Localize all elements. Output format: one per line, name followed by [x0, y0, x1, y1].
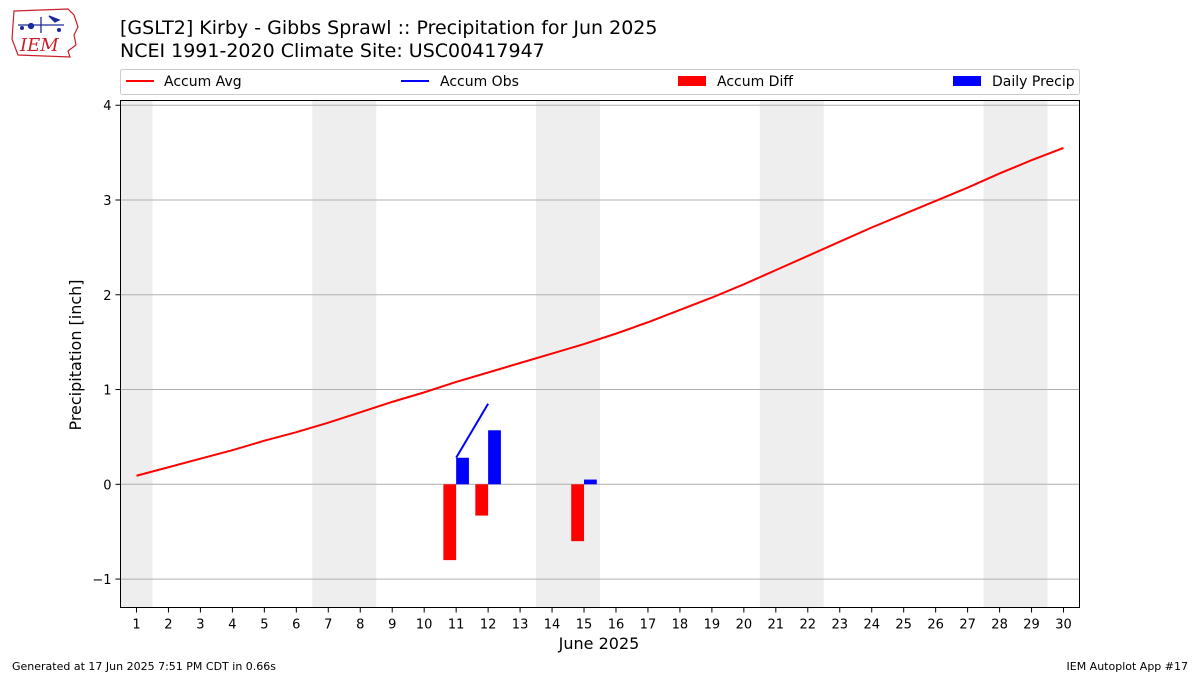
- chart-title: [GSLT2] Kirby - Gibbs Sprawl :: Precipit…: [120, 17, 658, 39]
- legend: Accum Avg Accum Obs Accum Diff Daily Pre…: [120, 69, 1080, 95]
- footer-generated: Generated at 17 Jun 2025 7:51 PM CDT in …: [12, 660, 277, 673]
- weekend-band: [536, 100, 600, 608]
- x-tick-label: 24: [863, 618, 880, 633]
- legend-label-daily-precip: Daily Precip: [992, 74, 1075, 90]
- y-tick-label: 0: [103, 478, 111, 493]
- x-tick-label: 20: [736, 618, 753, 633]
- x-tick-label: 30: [1055, 618, 1072, 633]
- x-tick-label: 14: [544, 618, 561, 633]
- iowa-outline-icon: [11, 8, 79, 58]
- x-tick-label: 10: [416, 618, 433, 633]
- daily-precip-bar: [488, 430, 501, 485]
- y-axis-label: Precipitation [inch]: [66, 279, 85, 430]
- accum-obs-line: [455, 403, 489, 459]
- legend-swatch-daily-precip: [953, 76, 981, 86]
- x-tick-label: 12: [480, 618, 497, 633]
- x-tick-label: 5: [260, 618, 268, 633]
- legend-swatch-accum-diff: [678, 76, 706, 86]
- legend-label-accum-avg: Accum Avg: [164, 74, 242, 90]
- daily-precip-bar: [456, 457, 469, 485]
- x-tick-label: 11: [448, 618, 465, 633]
- x-tick-label: 2: [164, 618, 172, 633]
- line-marks: [136, 146, 1064, 477]
- y-tick-label: −1: [92, 573, 111, 588]
- accum-diff-bar: [475, 484, 489, 516]
- bar-marks: [443, 430, 597, 561]
- x-tick-label: 21: [768, 618, 785, 633]
- iem-logo: IEM: [11, 8, 79, 58]
- weekend-band: [983, 100, 1048, 608]
- x-tick-label: 3: [196, 618, 204, 633]
- x-tick-label: 23: [831, 618, 848, 633]
- daily-precip-bar: [584, 479, 597, 485]
- x-tick-label: 25: [895, 618, 912, 633]
- x-axis-label: June 2025: [558, 634, 640, 653]
- x-tick-label: 15: [576, 618, 593, 633]
- weekend-band: [759, 100, 824, 608]
- x-tick-label: 6: [292, 618, 300, 633]
- weather-station-icon: [18, 15, 64, 33]
- accum-diff-bar: [571, 484, 585, 542]
- x-tick-label: 7: [324, 618, 332, 633]
- x-tick-label: 9: [388, 618, 396, 633]
- accum-diff-bar: [443, 484, 457, 561]
- x-tick-label: 22: [800, 618, 817, 633]
- x-tick-label: 27: [959, 618, 976, 633]
- accum-avg-line: [136, 146, 1064, 477]
- x-tick-label: 4: [228, 618, 236, 633]
- weekend-bands: [120, 100, 1048, 608]
- x-tick-label: 28: [991, 618, 1008, 633]
- legend-box: [120, 69, 1080, 95]
- x-tick-label: 17: [640, 618, 657, 633]
- x-tick-label: 18: [672, 618, 689, 633]
- x-tick-label: 13: [512, 618, 529, 633]
- plot-frame: [120, 100, 1080, 608]
- x-tick-label: 1: [132, 618, 140, 633]
- legend-label-accum-diff: Accum Diff: [717, 74, 793, 90]
- legend-label-accum-obs: Accum Obs: [440, 74, 519, 90]
- chart-subtitle: NCEI 1991-2020 Climate Site: USC00417947: [120, 40, 545, 62]
- footer-app: IEM Autoplot App #17: [1066, 660, 1189, 673]
- y-tick-label: 2: [103, 289, 111, 304]
- y-tick-label: 1: [103, 384, 111, 399]
- x-tick-label: 19: [704, 618, 721, 633]
- x-tick-label: 16: [608, 618, 625, 633]
- y-tick-label: 3: [103, 194, 111, 209]
- x-tick-label: 26: [927, 618, 944, 633]
- weekend-band: [312, 100, 377, 608]
- x-tick-label: 29: [1023, 618, 1040, 633]
- grid-lines: [120, 104, 1080, 580]
- weekend-band: [120, 100, 153, 608]
- x-axis: 1 2 3 4 5 6 7 8 9 10 11 12 13 14 15 16 17 18 19 20 21 22 23 24 2…: [132, 607, 1072, 633]
- logo-text: IEM: [19, 35, 59, 56]
- x-tick-label: 8: [356, 618, 364, 633]
- y-axis: −1 0 1 2 3 4: [92, 99, 121, 588]
- y-tick-label: 4: [103, 99, 111, 114]
